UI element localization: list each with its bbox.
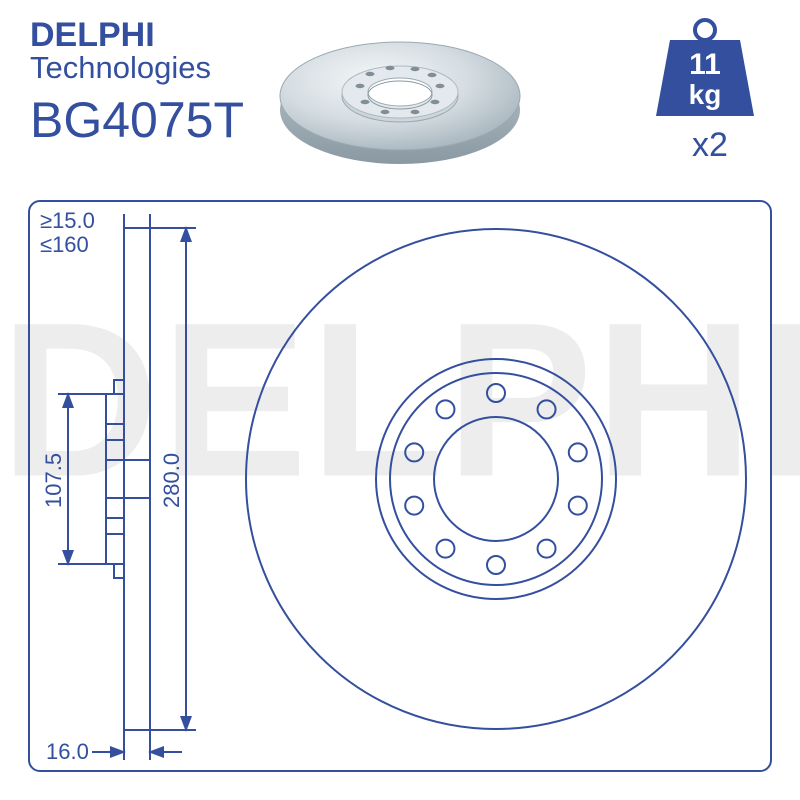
technical-drawing: 280.0 107.5 16.0 ≥15.0 ≤160 [36, 208, 768, 768]
diagram-frame: 280.0 107.5 16.0 ≥15.0 ≤160 [28, 200, 772, 772]
dim-diameter: 280.0 [159, 453, 184, 508]
dim-max-temp: ≤160 [40, 232, 89, 257]
disc-3d-render [270, 18, 530, 188]
dim-hub: 107.5 [41, 453, 66, 508]
weight-value: 11 [689, 48, 721, 81]
weight-icon: 11 kg [650, 16, 760, 120]
dim-min-thickness: ≥15.0 [40, 208, 95, 233]
weight-quantity: x2 [650, 126, 770, 165]
dim-thickness: 16.0 [46, 739, 89, 764]
weight-unit: kg [689, 79, 722, 110]
weight-block: 11 kg x2 [650, 16, 770, 165]
